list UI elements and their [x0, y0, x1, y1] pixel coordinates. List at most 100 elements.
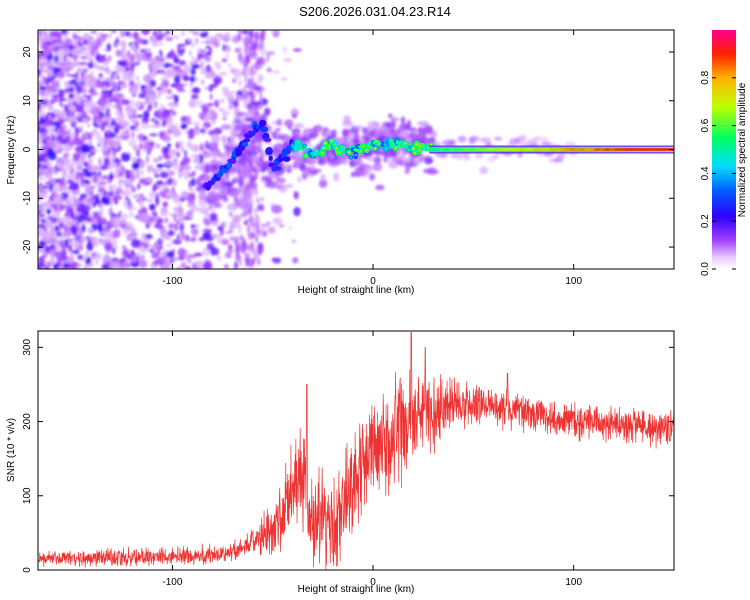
noise-blob — [190, 43, 196, 47]
noise-blob — [85, 101, 89, 109]
noise-blob — [63, 65, 72, 68]
y-tick-label: 100 — [22, 487, 33, 504]
noise-blob — [172, 239, 182, 245]
noise-blob — [256, 204, 263, 211]
halo-blob — [312, 168, 323, 173]
noise-blob — [179, 140, 183, 150]
noise-blob — [227, 63, 232, 68]
noise-blob — [243, 30, 248, 35]
noise-blob — [63, 144, 71, 152]
noise-blob — [97, 171, 102, 178]
noise-blob — [146, 198, 154, 203]
signal-band-core — [589, 148, 596, 151]
noise-blob — [45, 173, 53, 180]
halo-blob — [399, 155, 406, 160]
noise-blob — [90, 148, 99, 152]
noise-blob — [213, 41, 220, 48]
noise-blob — [105, 101, 112, 110]
noise-blob — [62, 262, 71, 269]
noise-blob — [250, 42, 257, 51]
noise-blob — [188, 187, 195, 192]
noise-blob — [200, 79, 205, 85]
noise-blob — [131, 130, 135, 139]
noise-blob — [217, 236, 221, 245]
noise-blob — [164, 35, 171, 39]
noise-blob — [139, 159, 145, 169]
noise-blob — [121, 152, 126, 162]
noise-blob — [167, 53, 171, 57]
noise-blob — [98, 157, 102, 166]
noise-blob — [271, 70, 280, 74]
signal-core — [385, 147, 388, 150]
noise-blob — [151, 251, 160, 259]
noise-blob — [75, 50, 85, 55]
signal-band-core — [454, 148, 460, 151]
noise-blob — [53, 140, 60, 148]
signal-band-core — [504, 148, 510, 151]
noise-blob — [173, 213, 182, 217]
halo-blob — [198, 191, 207, 201]
halo-blob — [207, 199, 212, 204]
noise-blob — [165, 243, 173, 247]
signal-blob — [225, 162, 233, 169]
signal-band-core — [539, 148, 546, 151]
noise-blob — [119, 219, 128, 229]
signal-band-core — [474, 148, 480, 151]
noise-blob — [113, 197, 119, 205]
halo-blob — [369, 173, 375, 181]
noise-blob — [176, 233, 180, 240]
noise-blob — [275, 128, 281, 131]
noise-blob — [108, 184, 118, 189]
noise-blob — [289, 226, 292, 231]
noise-blob — [71, 250, 80, 254]
noise-blob — [225, 231, 234, 234]
noise-blob — [154, 174, 160, 178]
noise-blob — [104, 69, 114, 75]
noise-blob — [150, 63, 159, 70]
noise-blob — [56, 71, 66, 79]
noise-blob — [101, 264, 105, 269]
noise-blob — [129, 53, 135, 63]
halo-blob — [353, 158, 364, 166]
noise-blob — [255, 212, 258, 220]
noise-blob — [200, 41, 205, 44]
noise-blob — [50, 236, 55, 245]
halo-blob — [372, 122, 380, 127]
noise-blob — [131, 162, 139, 171]
noise-blob — [267, 51, 275, 56]
noise-blob — [230, 135, 236, 146]
noise-blob — [155, 196, 160, 206]
halo-blob — [311, 165, 316, 170]
halo-blob — [259, 154, 264, 162]
noise-blob — [129, 254, 138, 264]
noise-blob — [205, 64, 212, 73]
noise-blob — [150, 263, 158, 267]
noise-blob — [209, 212, 218, 222]
noise-blob — [68, 100, 72, 103]
noise-blob — [90, 251, 98, 258]
noise-blob — [38, 266, 43, 269]
noise-blob — [38, 103, 42, 111]
noise-blob — [188, 49, 193, 57]
noise-blob — [130, 174, 135, 182]
noise-blob — [229, 220, 236, 231]
noise-blob — [126, 236, 134, 242]
noise-blob — [246, 185, 250, 190]
noise-blob — [83, 179, 90, 185]
halo-blob — [556, 151, 566, 160]
noise-blob — [185, 121, 192, 125]
halo-blob — [250, 105, 262, 110]
noise-blob — [79, 138, 85, 147]
noise-blob — [165, 96, 173, 99]
noise-blob — [59, 188, 70, 192]
noise-blob — [81, 224, 86, 233]
noise-blob — [260, 87, 266, 92]
noise-blob — [58, 222, 65, 229]
noise-blob — [244, 37, 250, 48]
noise-blob — [95, 256, 99, 266]
noise-blob — [64, 88, 70, 93]
noise-blob — [148, 141, 156, 146]
colorbar-ticks: 0.0 0.2 0.4 0.6 0.8 — [700, 70, 736, 276]
noise-blob — [100, 196, 109, 205]
halo-blob — [517, 134, 527, 142]
